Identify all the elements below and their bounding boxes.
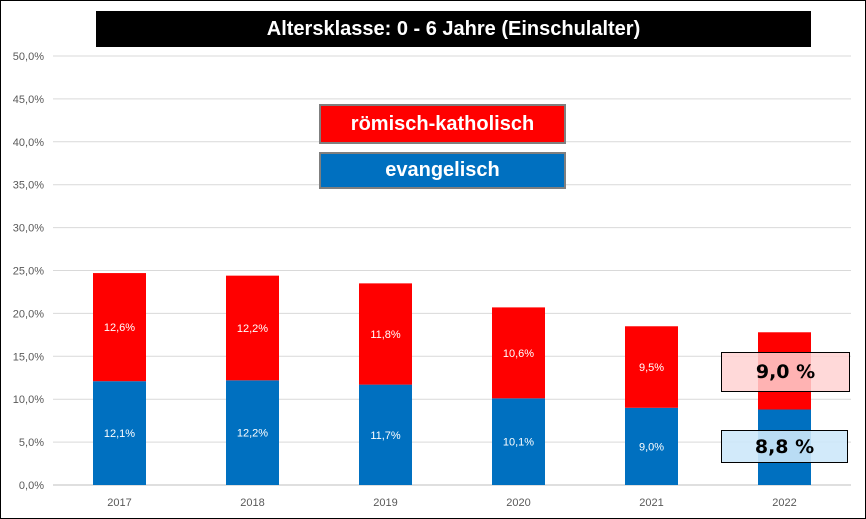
bar-roemisch-katholisch-2017: [93, 273, 146, 382]
annotation-rk-2022: 9,0 %: [721, 352, 850, 392]
bar-roemisch-katholisch-2021: [625, 326, 678, 408]
legend-roemisch-katholisch: römisch-katholisch: [319, 104, 566, 144]
data-label: 10,6%: [503, 348, 534, 360]
x-tick-label: 2018: [240, 497, 264, 509]
data-label: 12,2%: [237, 323, 268, 335]
bar-evangelisch-2020: [492, 398, 545, 485]
y-tick-label: 30,0%: [13, 223, 44, 235]
y-tick-label: 5,0%: [19, 437, 44, 449]
bar-roemisch-katholisch-2020: [492, 307, 545, 399]
x-tick-label: 2020: [506, 497, 530, 509]
data-label: 11,8%: [370, 329, 401, 341]
bar-evangelisch-2018: [226, 380, 279, 485]
chart-title: Altersklasse: 0 - 6 Jahre (Einschulalter…: [96, 11, 811, 47]
y-tick-label: 0,0%: [19, 480, 44, 492]
y-tick-label: 45,0%: [13, 94, 44, 106]
bar-evangelisch-2021: [625, 407, 678, 485]
y-tick-label: 40,0%: [13, 137, 44, 149]
bar-roemisch-katholisch-2019: [359, 283, 412, 385]
data-label: 12,1%: [104, 428, 135, 440]
bar-roemisch-katholisch-2018: [226, 275, 279, 381]
bar-evangelisch-2017: [93, 381, 146, 485]
data-label: 11,7%: [370, 430, 401, 442]
x-tick-label: 2021: [639, 497, 663, 509]
x-tick-label: 2019: [373, 497, 397, 509]
y-tick-label: 50,0%: [13, 51, 44, 63]
data-label: 9,0%: [639, 441, 664, 453]
legend-evangelisch: evangelisch: [319, 152, 566, 189]
x-tick-label: 2022: [772, 497, 796, 509]
y-tick-label: 10,0%: [13, 394, 44, 406]
data-label: 12,2%: [237, 428, 268, 440]
x-tick-label: 2017: [107, 497, 131, 509]
annotation-ev-2022: 8,8 %: [721, 430, 848, 463]
y-tick-label: 25,0%: [13, 266, 44, 278]
y-tick-label: 20,0%: [13, 308, 44, 320]
data-label: 9,5%: [639, 362, 664, 374]
data-label: 12,6%: [104, 322, 135, 334]
y-tick-label: 15,0%: [13, 351, 44, 363]
data-label: 10,1%: [503, 437, 534, 449]
y-tick-label: 35,0%: [13, 180, 44, 192]
bar-evangelisch-2019: [359, 384, 412, 485]
